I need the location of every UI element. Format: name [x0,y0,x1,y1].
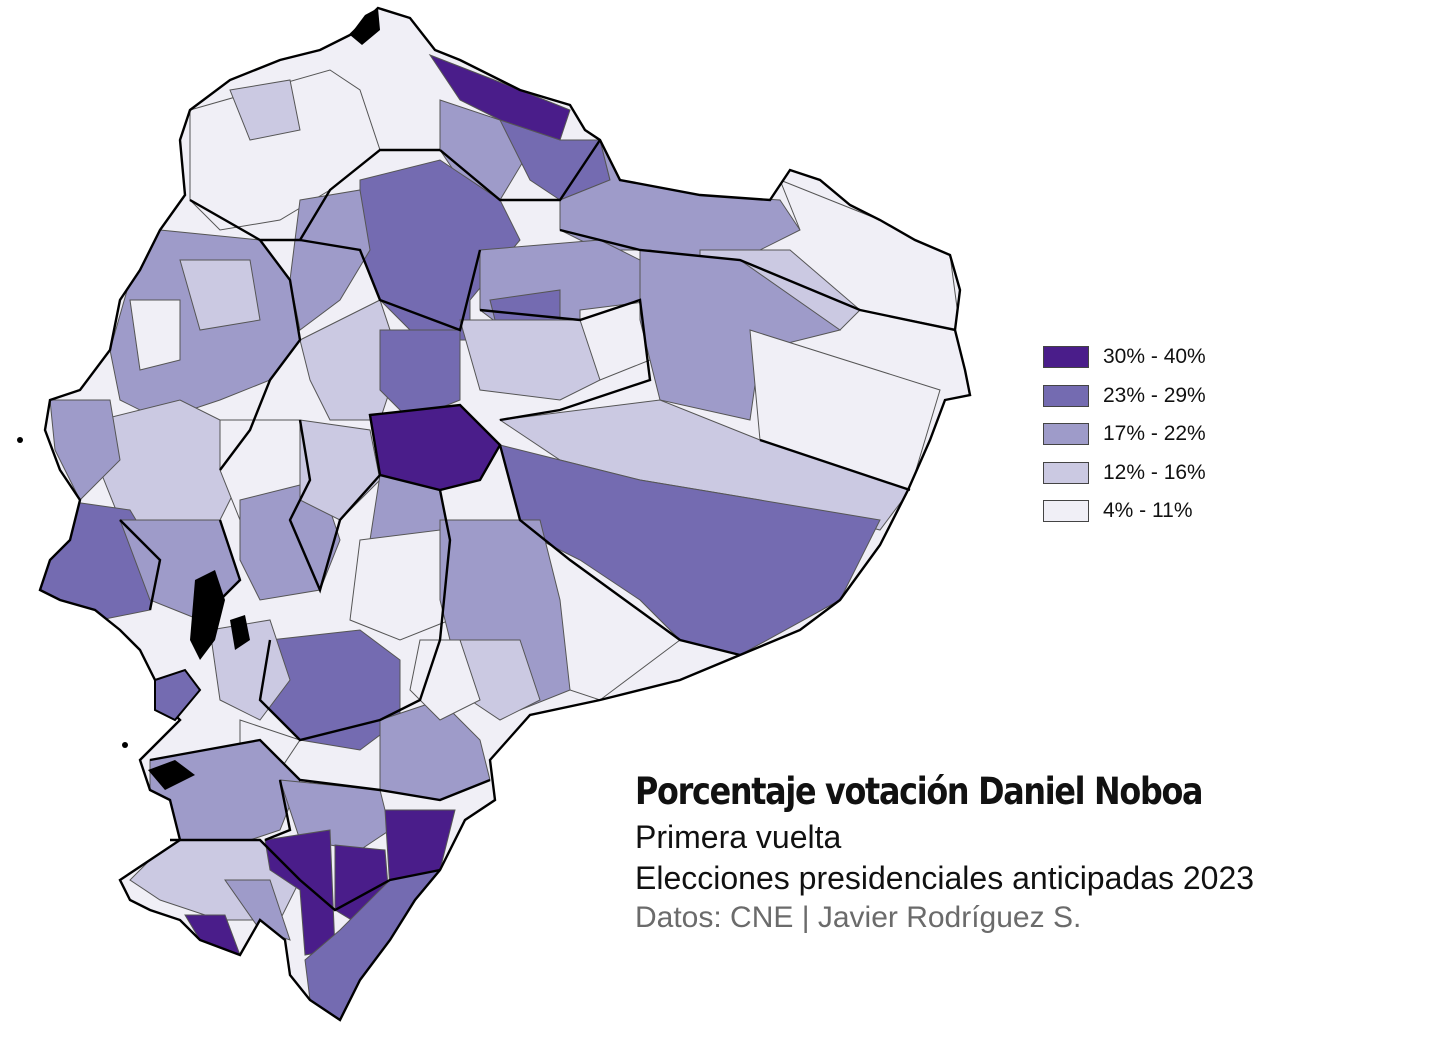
legend-item: 17% - 22% [1043,422,1206,446]
title-block: Porcentaje votación Daniel Noboa Primera… [635,770,1295,935]
legend-swatch [1043,461,1089,484]
legend-label: 17% - 22% [1103,422,1206,445]
legend-label: 23% - 29% [1103,383,1206,407]
map-title: Porcentaje votación Daniel Noboa [635,770,1203,813]
coastal-islands [17,8,380,790]
legend-label: 4% - 11% [1103,499,1193,522]
source-credits: Datos: CNE | Javier Rodríguez S. [635,901,1082,934]
legend-swatch [1043,384,1089,407]
map-subtitle-2: Elecciones presidenciales anticipadas 20… [635,860,1255,896]
legend-item: 23% - 29% [1043,384,1206,408]
legend-swatch [1043,346,1089,368]
legend-label: 30% - 40% [1103,345,1206,368]
legend-label: 12% - 16% [1103,460,1206,484]
legend-item: 4% - 11% [1043,499,1206,523]
legend-swatch [1043,500,1089,522]
legend: 30% - 40% 23% - 29% 17% - 22% 12% - 16% … [1043,345,1206,538]
legend-item: 30% - 40% [1043,345,1206,369]
map-subtitle: Primera vuelta [635,819,842,855]
province-borders [38,6,972,1022]
legend-swatch [1043,423,1089,445]
legend-item: 12% - 16% [1043,461,1206,485]
